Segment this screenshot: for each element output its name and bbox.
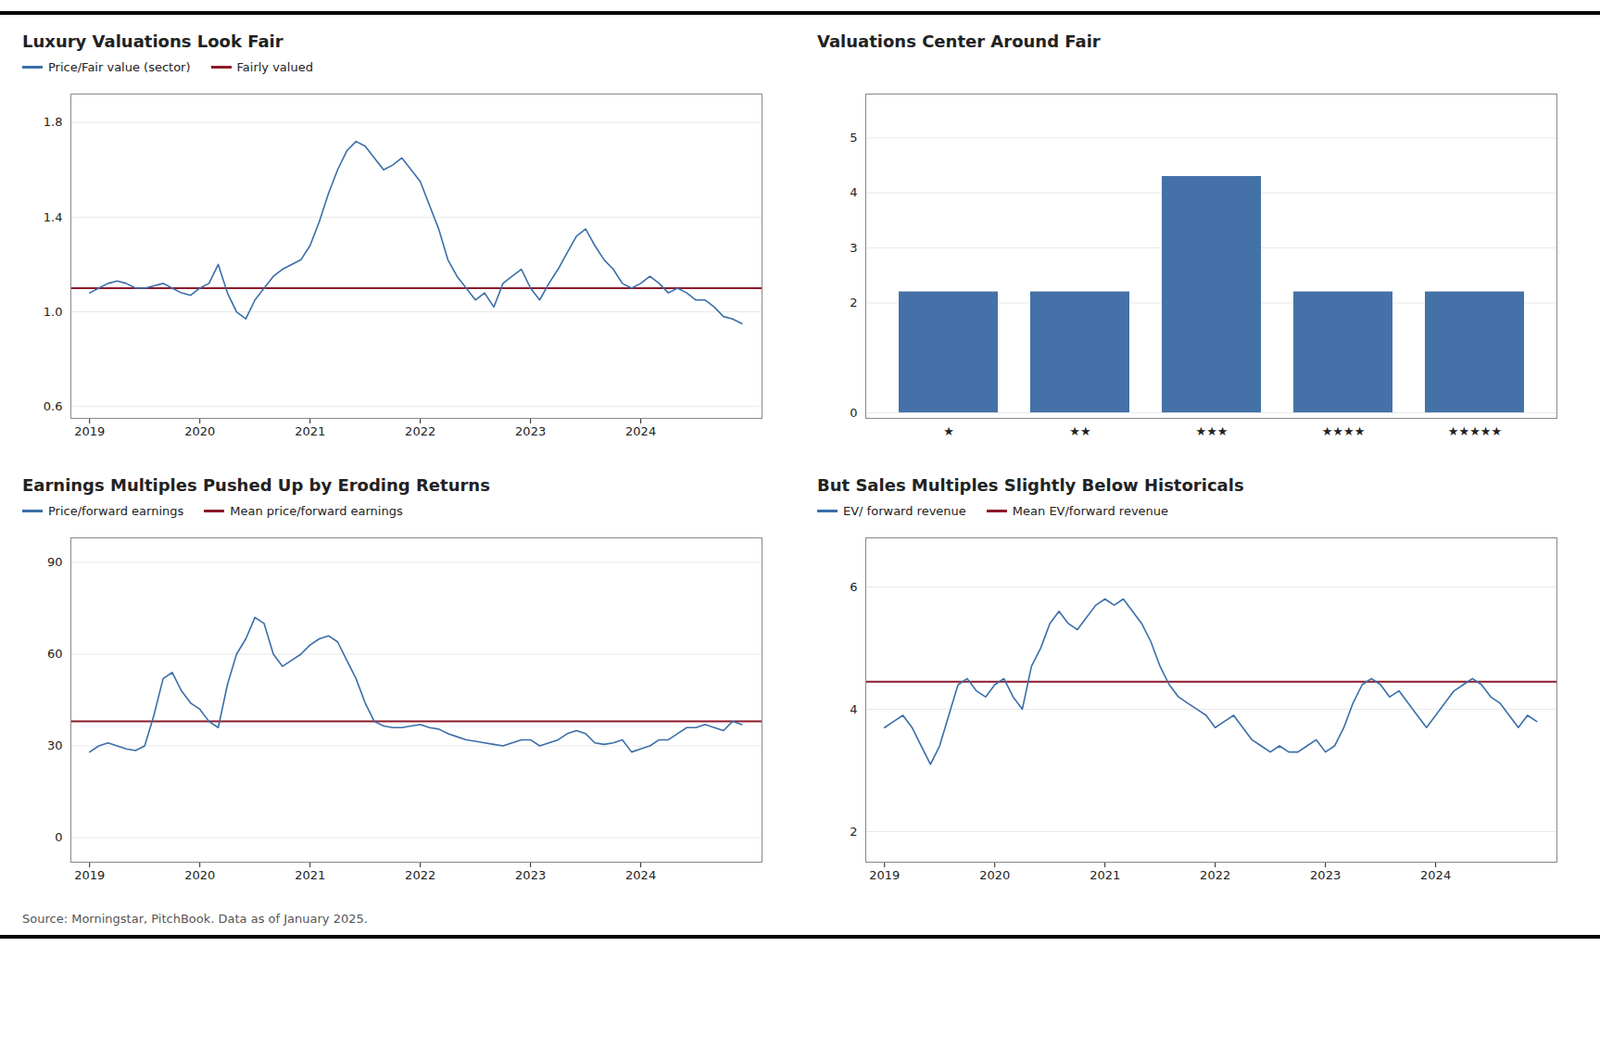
svg-text:2024: 2024	[625, 424, 656, 439]
svg-text:4: 4	[849, 185, 857, 200]
svg-text:60: 60	[47, 646, 63, 661]
svg-text:★★★★★: ★★★★★	[1448, 424, 1502, 439]
svg-text:2024: 2024	[625, 868, 656, 882]
svg-text:2019: 2019	[74, 868, 105, 882]
svg-text:4: 4	[849, 702, 857, 717]
html-text:Price/forward earnings: Price/forward earnings	[48, 503, 184, 518]
svg-text:90: 90	[47, 554, 63, 569]
svg-text:2023: 2023	[515, 424, 546, 439]
svg-text:6: 6	[849, 579, 857, 593]
svg-text:3: 3	[849, 240, 857, 255]
svg-text:2023: 2023	[515, 868, 546, 882]
svg-text:★: ★	[943, 424, 955, 439]
svg-text:2022: 2022	[1199, 868, 1231, 882]
svg-text:★★★: ★★★	[1196, 424, 1229, 439]
html-text:Fairly valued: Fairly valued	[236, 59, 314, 74]
svg-text:2021: 2021	[294, 868, 326, 882]
svg-text:2: 2	[849, 824, 857, 839]
svg-text:2020: 2020	[979, 868, 1010, 882]
svg-text:★★: ★★	[1069, 424, 1091, 439]
svg-text:30: 30	[47, 738, 63, 753]
html-text:EV/ forward revenue: EV/ forward revenue	[843, 503, 967, 518]
html-text:But Sales Multiples Slightly B: But Sales Multiples Slightly Below Histo…	[817, 475, 1244, 495]
html-text:Source: Morningstar, PitchBook: Source: Morningstar, PitchBook. Data as …	[22, 911, 368, 926]
svg-text:2023: 2023	[1310, 868, 1341, 882]
svg-text:2021: 2021	[1089, 868, 1121, 882]
svg-text:2019: 2019	[74, 424, 105, 439]
html-text:Mean EV/forward revenue: Mean EV/forward revenue	[1012, 503, 1169, 518]
html-text:Earnings Multiples Pushed Up b: Earnings Multiples Pushed Up by Eroding …	[22, 475, 491, 495]
svg-text:2: 2	[849, 295, 857, 310]
html-text:Valuations Center Around Fair: Valuations Center Around Fair	[817, 31, 1101, 51]
svg-text:2021: 2021	[294, 424, 326, 439]
svg-text:5: 5	[849, 130, 857, 145]
svg-text:1.8: 1.8	[43, 114, 63, 129]
svg-text:2024: 2024	[1420, 868, 1451, 882]
html-text:Mean price/forward earnings: Mean price/forward earnings	[230, 503, 403, 518]
svg-text:2022: 2022	[404, 868, 436, 882]
svg-text:2022: 2022	[404, 424, 436, 439]
svg-text:0: 0	[54, 830, 63, 845]
svg-text:1.4: 1.4	[43, 210, 63, 225]
svg-text:1.0: 1.0	[43, 304, 63, 319]
svg-text:2020: 2020	[184, 868, 215, 882]
svg-text:0.6: 0.6	[43, 399, 63, 414]
svg-text:★★★★: ★★★★	[1322, 424, 1366, 439]
svg-text:2019: 2019	[869, 868, 900, 882]
html-text:Luxury Valuations Look Fair: Luxury Valuations Look Fair	[22, 31, 284, 51]
svg-text:2020: 2020	[184, 424, 215, 439]
svg-text:0: 0	[849, 405, 857, 420]
html-text:Price/Fair value (sector): Price/Fair value (sector)	[48, 59, 191, 74]
